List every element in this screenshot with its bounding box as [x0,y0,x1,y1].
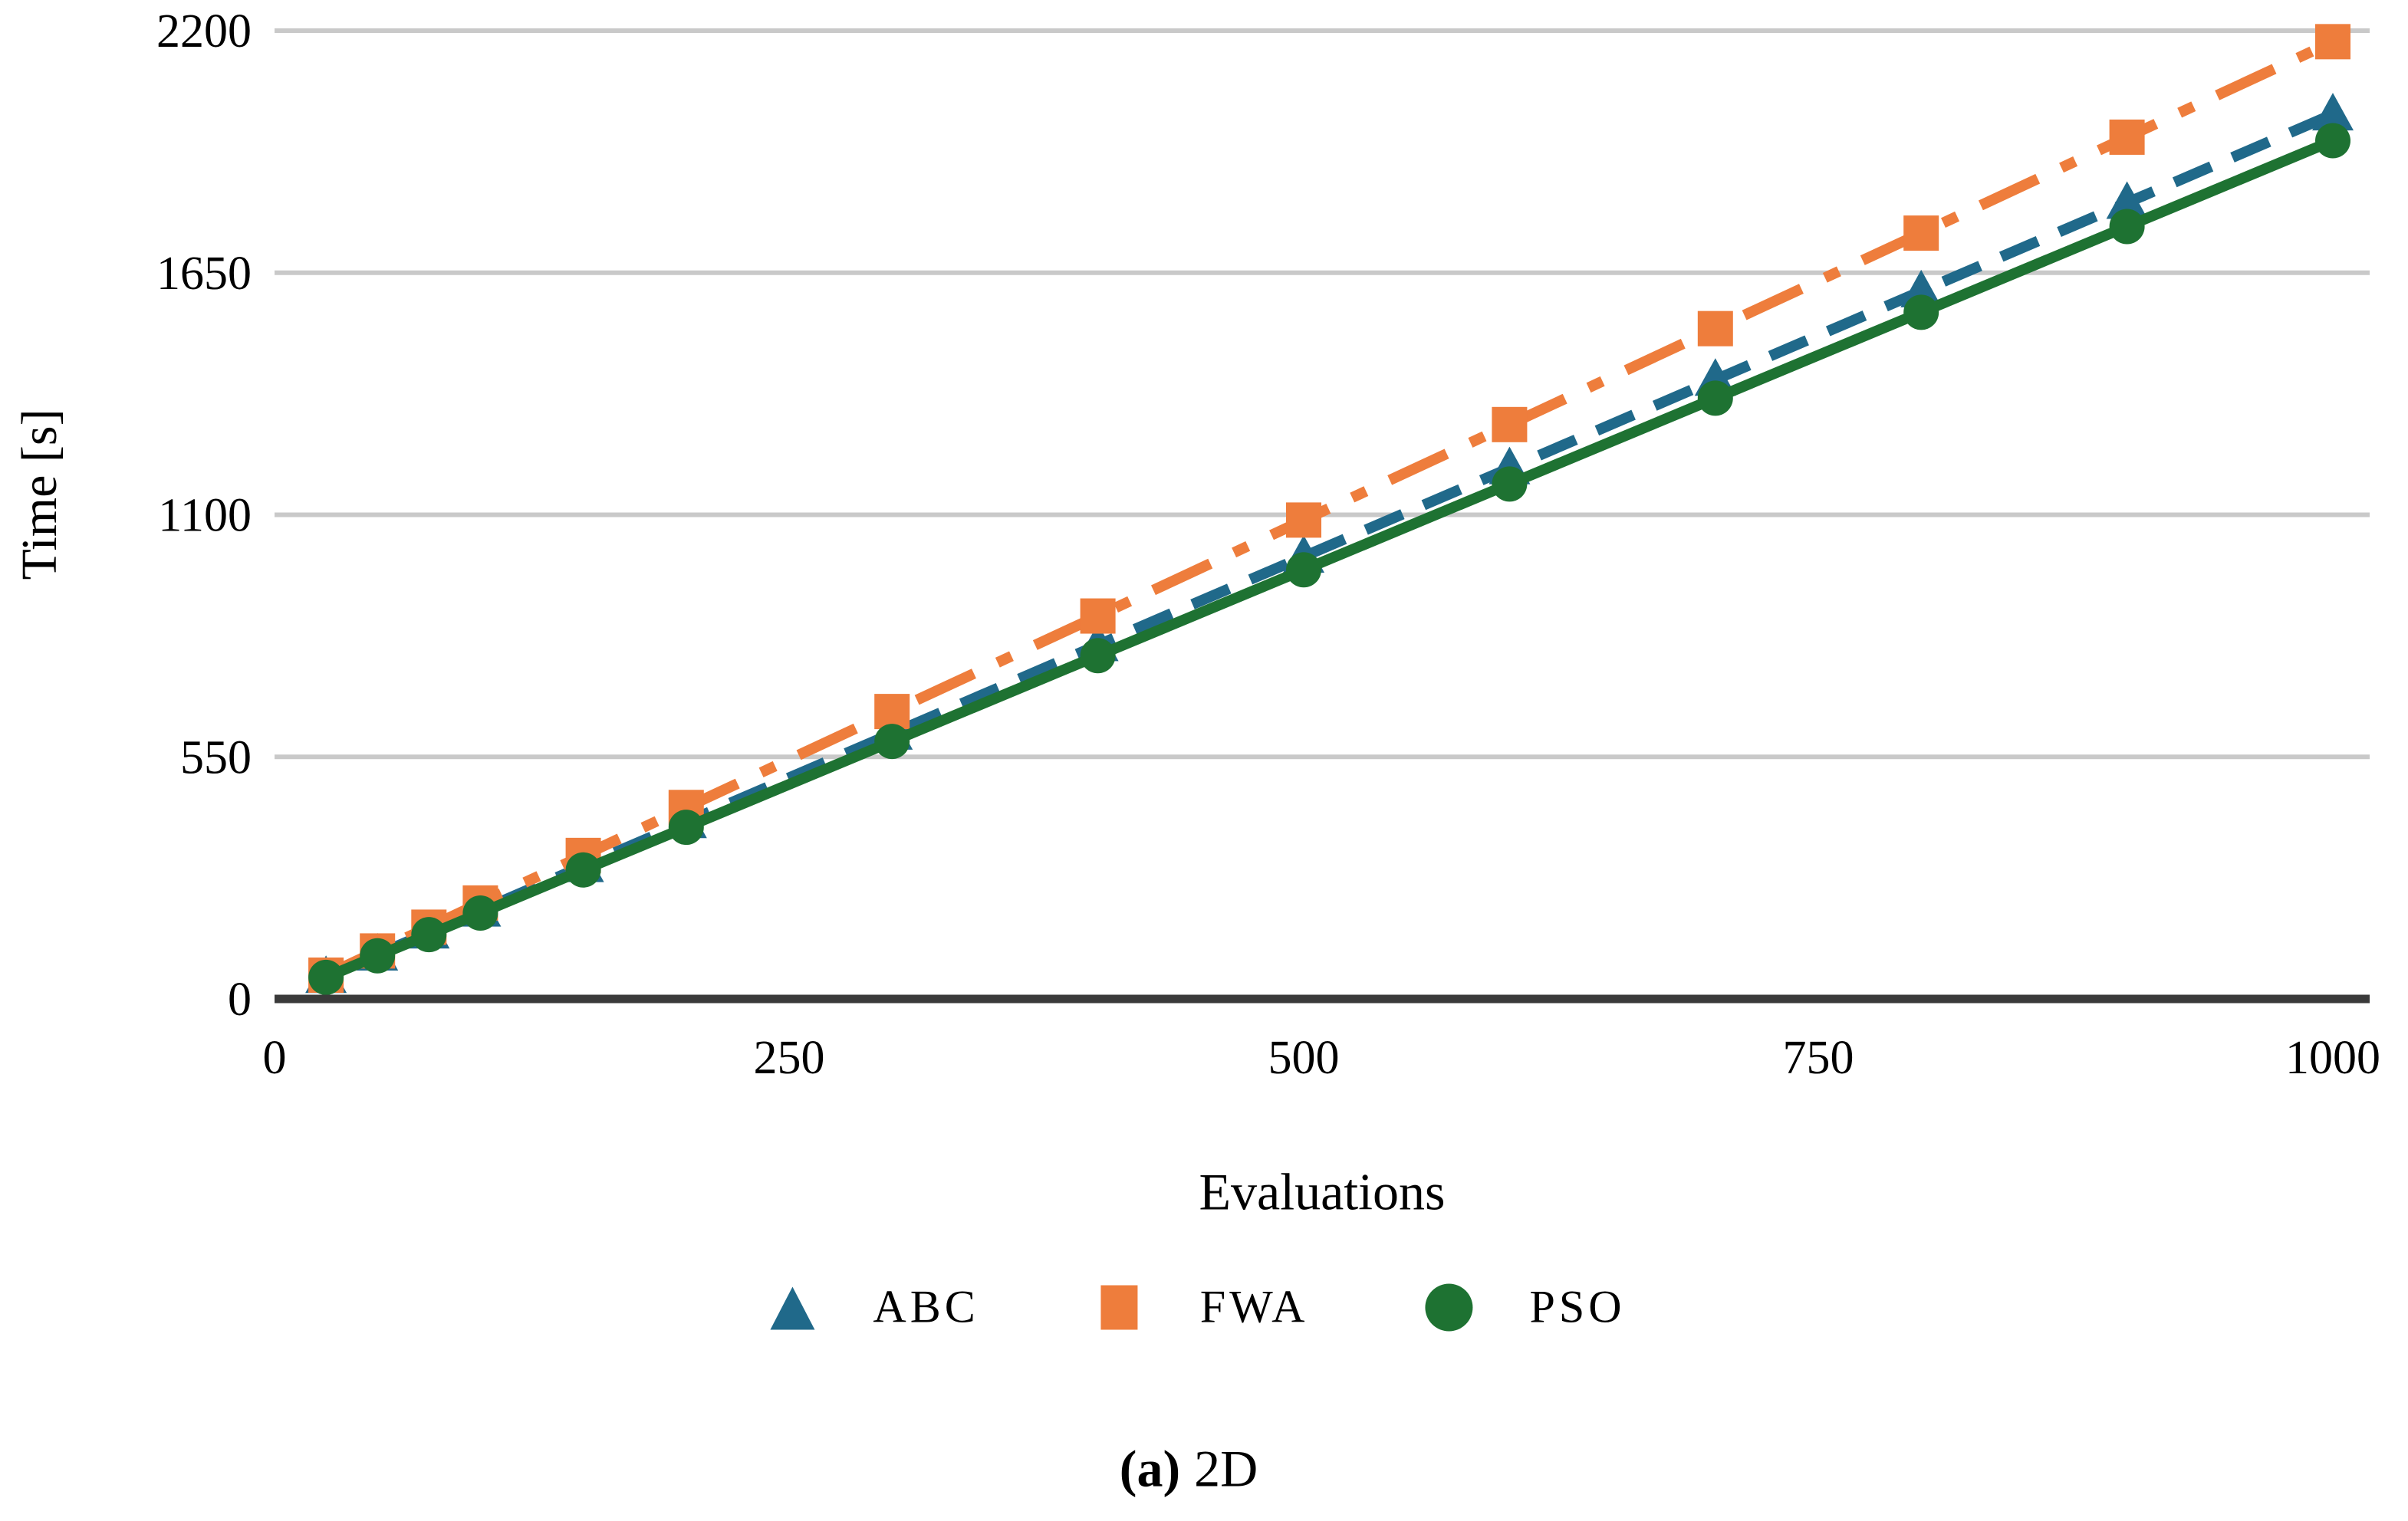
pso-marker-circle [2109,209,2145,245]
pso-marker-circle [1697,380,1733,416]
x-tick-label-750: 750 [1783,1032,1854,1084]
fwa-marker-square [1697,310,1733,347]
fwa-marker-square [1903,215,1939,251]
pso-marker-circle [360,938,396,974]
x-tick-label-0: 0 [263,1032,287,1084]
legend: ABC FWA PSO [767,1281,1625,1334]
abc-marker-triangle [1900,269,1943,307]
abc-line [324,109,2335,982]
y-tick-label-1100: 1100 [158,490,252,542]
fwa-marker-square [874,694,910,730]
series-layer [305,24,2354,995]
triangle-icon [770,1286,815,1329]
pso-marker-circle [565,852,601,888]
y-tick-label-2200: 2200 [156,5,252,57]
y-tick-label-1650: 1650 [156,248,252,300]
pso-marker-circle [1080,638,1116,674]
fwa-marker-square [2109,119,2145,155]
abc-marker-triangle [2312,93,2354,131]
x-axis-title: Evaluations [1199,1162,1446,1221]
pso-marker-circle [1286,552,1321,588]
fwa-marker-square [1492,406,1528,442]
fwa-line [324,37,2335,981]
legend-item-pso: PSO [1423,1281,1625,1334]
abc-marker-triangle [2106,181,2148,219]
legend-label-pso: PSO [1529,1281,1626,1332]
legend-label-abc: ABC [873,1281,979,1332]
circle-icon [1425,1283,1473,1331]
legend-label-fwa: FWA [1199,1281,1309,1332]
caption-text: 2D [1194,1439,1258,1498]
pso-marker-circle [462,895,498,931]
pso-marker-circle [1903,294,1939,330]
figure-caption: (a) 2D [1120,1439,1258,1500]
x-tick-label-1000: 1000 [2285,1032,2380,1084]
pso-line [324,136,2335,983]
pso-marker-circle [668,810,704,846]
pso-marker-circle [1492,466,1528,502]
fwa-marker-square [2315,24,2350,60]
tick-labels: 0 550 1100 1650 2200 0 250 500 750 1000 [156,5,2380,1084]
pso-marker-circle [874,724,910,760]
y-tick-label-550: 550 [180,731,252,783]
fwa-marker-square [1286,502,1321,538]
pso-marker-circle [308,959,344,995]
y-tick-label-0: 0 [228,974,252,1026]
pso-marker-circle [411,917,447,953]
legend-item-abc: ABC [767,1281,979,1334]
gridlines [275,28,2370,760]
fwa-marker-square [1080,598,1116,634]
y-axis-title: Time [s] [12,409,67,580]
x-tick-label-500: 500 [1268,1032,1340,1084]
square-icon [1100,1285,1138,1329]
pso-marker-circle [2315,123,2350,159]
caption-label: (a) [1119,1439,1181,1498]
legend-item-fwa: FWA [1094,1281,1309,1334]
x-tick-label-250: 250 [754,1032,825,1084]
